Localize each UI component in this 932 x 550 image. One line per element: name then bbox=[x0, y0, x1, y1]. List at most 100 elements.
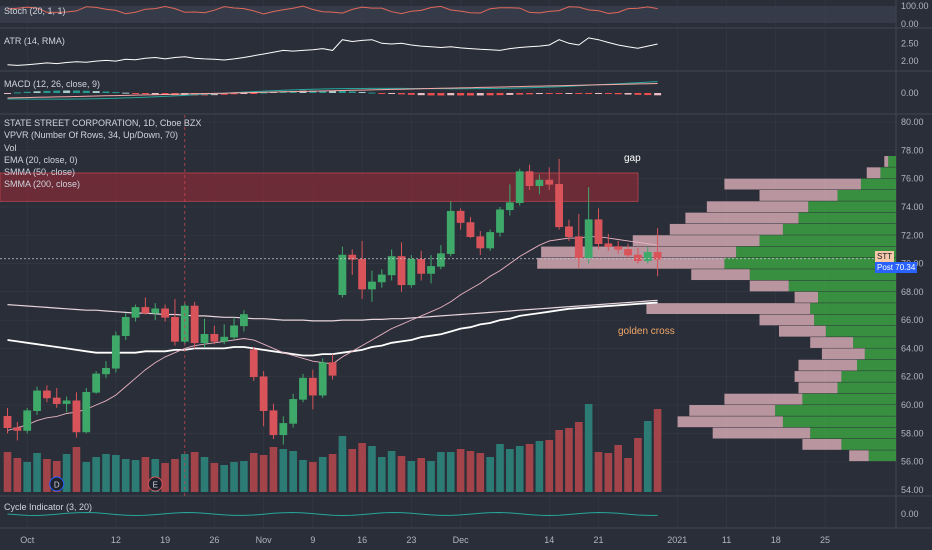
vpvr-up-14 bbox=[814, 314, 896, 326]
volume-bar-55 bbox=[545, 440, 554, 492]
macd-hist-63 bbox=[624, 93, 632, 95]
macd-hist-53 bbox=[526, 93, 534, 95]
candle-body-7 bbox=[72, 400, 81, 433]
candle-body-26 bbox=[259, 376, 268, 411]
macd-hist-24 bbox=[240, 93, 248, 94]
x-tick-label: 25 bbox=[820, 535, 830, 545]
volume-bar-62 bbox=[614, 445, 622, 492]
volume-bar-34 bbox=[338, 436, 347, 492]
vpvr-up-18 bbox=[857, 359, 896, 371]
macd-hist-2 bbox=[23, 91, 31, 93]
volume-bar-63 bbox=[624, 458, 632, 492]
x-tick-label: 11 bbox=[722, 535, 731, 545]
volume-bar-16 bbox=[161, 463, 169, 492]
volume-bar-56 bbox=[555, 430, 563, 492]
candle-body-6 bbox=[62, 400, 71, 404]
volume-bar-61 bbox=[604, 453, 613, 492]
candle-body-53 bbox=[525, 171, 534, 187]
candle-body-31 bbox=[308, 377, 317, 396]
macd-hist-45 bbox=[447, 93, 455, 96]
pane-bg-4 bbox=[0, 497, 896, 528]
volume-bar-14 bbox=[141, 457, 150, 492]
macd-hist-46 bbox=[457, 93, 465, 96]
macd-hist-10 bbox=[102, 91, 110, 93]
volume-bar-31 bbox=[309, 462, 317, 492]
candle-body-52 bbox=[515, 171, 524, 204]
volume-bar-8 bbox=[82, 462, 91, 492]
volume-bar-33 bbox=[328, 454, 337, 492]
vpvr-down-18 bbox=[798, 359, 857, 371]
candle-body-21 bbox=[210, 333, 219, 342]
volume-bar-13 bbox=[131, 460, 140, 492]
volume-bar-46 bbox=[456, 449, 465, 492]
macd-hist-16 bbox=[161, 93, 169, 95]
pane-bg-1 bbox=[0, 29, 896, 70]
vpvr-down-2 bbox=[724, 178, 861, 190]
vpvr-up-23 bbox=[782, 416, 896, 428]
volume-bar-4 bbox=[43, 459, 51, 492]
macd-hist-25 bbox=[250, 93, 258, 94]
candle-body-50 bbox=[496, 209, 504, 233]
volume-bar-6 bbox=[62, 454, 71, 492]
candle-body-23 bbox=[230, 325, 238, 338]
volume-bar-39 bbox=[387, 451, 396, 492]
macd-hist-33 bbox=[329, 90, 337, 93]
main-title: STATE STREET CORPORATION, 1D, Cboe BZX bbox=[4, 118, 202, 128]
event-marker-letter: D bbox=[54, 481, 60, 490]
indicator-vpvr-label: VPVR (Number Of Rows, 34, Up/Down, 70) bbox=[4, 130, 179, 141]
candle-body-28 bbox=[279, 423, 288, 436]
macd-hist-23 bbox=[230, 93, 238, 95]
macd-hist-0 bbox=[4, 93, 11, 94]
vpvr-up-12 bbox=[818, 291, 896, 303]
volume-bar-18 bbox=[181, 454, 189, 492]
vpvr-down-20 bbox=[798, 382, 838, 394]
volume-bar-11 bbox=[112, 455, 120, 492]
candle-body-54 bbox=[535, 179, 544, 187]
macd-hist-56 bbox=[555, 93, 563, 94]
macd-line bbox=[7, 81, 658, 100]
x-tick-label: Dec bbox=[453, 535, 470, 545]
volume-bar-24 bbox=[240, 461, 248, 492]
vpvr-up-22 bbox=[775, 405, 896, 416]
candle-body-9 bbox=[92, 373, 101, 393]
candle-body-34 bbox=[338, 254, 347, 295]
volume-bar-7 bbox=[72, 447, 81, 492]
vpvr-up-1 bbox=[880, 167, 896, 179]
candle-body-63 bbox=[624, 249, 632, 256]
volume-bar-44 bbox=[437, 452, 445, 492]
vpvr-down-3 bbox=[759, 189, 838, 201]
volume-bar-35 bbox=[348, 449, 357, 492]
macd-hist-12 bbox=[122, 92, 130, 94]
last-price-value: 70.34 bbox=[895, 263, 916, 272]
atr-line bbox=[7, 37, 658, 66]
x-tick-label: Oct bbox=[20, 535, 35, 545]
vpvr-down-21 bbox=[724, 393, 803, 405]
macd-hist-39 bbox=[388, 93, 396, 94]
y-tick-label: 76.00 bbox=[901, 174, 924, 184]
last-price-tag: Post 70.34 bbox=[875, 262, 918, 273]
macd-hist-44 bbox=[437, 93, 445, 96]
y-tick-label: 78.00 bbox=[901, 145, 924, 155]
macd-hist-32 bbox=[319, 90, 327, 93]
macd-hist-49 bbox=[486, 93, 494, 96]
candle-body-1 bbox=[13, 427, 22, 431]
candle-body-38 bbox=[377, 274, 386, 283]
vpvr-down-5 bbox=[685, 212, 799, 224]
last-price-label: Post bbox=[877, 263, 894, 272]
candle-body-65 bbox=[643, 251, 652, 262]
candle-body-45 bbox=[446, 210, 455, 254]
volume-bar-27 bbox=[269, 447, 278, 492]
candle-body-66 bbox=[653, 251, 662, 260]
macd-hist-7 bbox=[72, 90, 80, 93]
x-tick-label: 23 bbox=[406, 535, 416, 545]
macd-hist-3 bbox=[33, 91, 41, 93]
candle-body-19 bbox=[190, 305, 199, 344]
vpvr-up-13 bbox=[810, 303, 896, 314]
y-tick-label: 56.00 bbox=[901, 457, 924, 467]
x-tick-label: 2021 bbox=[667, 535, 687, 545]
volume-bar-20 bbox=[200, 457, 209, 492]
y-tick-label: 66.00 bbox=[901, 315, 924, 325]
x-tick-label: 18 bbox=[771, 535, 781, 545]
vpvr-down-11 bbox=[749, 280, 789, 292]
